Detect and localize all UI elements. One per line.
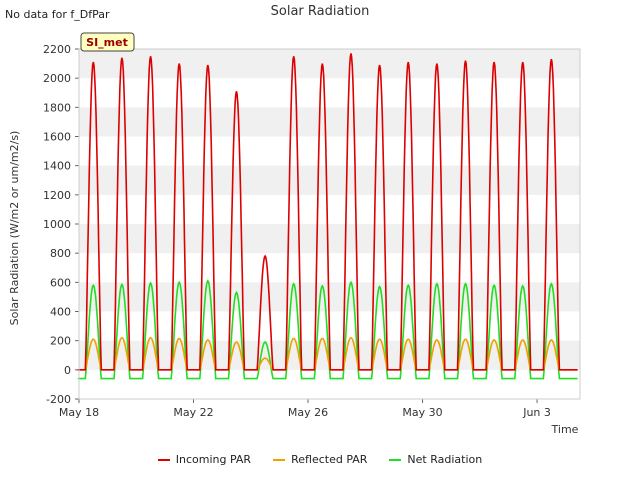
legend-swatch-reflected [273, 458, 286, 461]
x-axis-ticks: May 18 May 22 May 26 May 30 Jun 3 [59, 399, 551, 419]
x-tick-label: Jun 3 [522, 406, 551, 419]
y-tick-label: -200 [46, 393, 71, 406]
legend-swatch-net [389, 458, 402, 461]
y-tick-label: 1200 [43, 189, 71, 202]
incoming-par-line [77, 53, 578, 371]
legend-label-net: Net Radiation [407, 453, 483, 466]
y-tick-label: 800 [50, 247, 71, 260]
station-badge-label: SI_met [86, 36, 128, 49]
legend-swatch-incoming [157, 458, 170, 461]
y-tick-label: 1000 [43, 218, 71, 231]
net-radiation-line [77, 279, 578, 380]
y-tick-label: 1600 [43, 131, 71, 144]
x-axis-label: Time [551, 423, 579, 436]
no-data-note: No data for f_DfPar [5, 8, 110, 21]
reflected-par-line [77, 336, 578, 371]
chart-title: Solar Radiation [270, 4, 370, 19]
y-tick-label: 1400 [43, 160, 71, 173]
y-tick-label: 200 [50, 335, 71, 348]
legend-label-incoming: Incoming PAR [175, 453, 252, 466]
grid-band [79, 49, 580, 79]
grid-band [79, 224, 580, 254]
y-tick-label: 0 [64, 364, 71, 377]
y-tick-label: 2000 [43, 72, 71, 85]
y-axis-ticks: -200 0 200 400 600 800 1000 1200 1400 1600 1800 200… [43, 43, 79, 406]
y-tick-label: 600 [50, 276, 71, 289]
x-tick-label: May 22 [173, 406, 213, 419]
legend-item-reflected: Reflected PAR [273, 453, 367, 466]
y-tick-label: 2200 [43, 43, 71, 56]
x-tick-label: May 30 [402, 406, 442, 419]
x-tick-label: May 26 [288, 406, 328, 419]
grid-band [79, 165, 580, 195]
legend-label-reflected: Reflected PAR [291, 453, 368, 466]
y-tick-label: 400 [50, 306, 71, 319]
y-axis-label: Solar Radiation (W/m2 or um/m2/s) [8, 131, 21, 326]
x-tick-label: May 18 [59, 406, 99, 419]
series-lines [77, 53, 578, 380]
legend-item-incoming: Incoming PAR [157, 453, 252, 466]
legend-item-net: Net Radiation [389, 453, 482, 466]
y-tick-label: 1800 [43, 101, 71, 114]
plot-frame [78, 48, 581, 400]
station-badge: SI_met [80, 32, 135, 52]
legend: Incoming PAR Reflected PAR Net Radiation [0, 453, 640, 466]
